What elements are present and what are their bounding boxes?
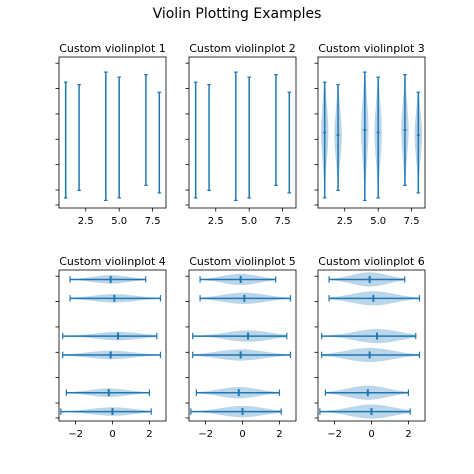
x-tick-label: 0 (368, 429, 374, 440)
axes-frame (58, 269, 167, 422)
x-tick-label: 2.5 (337, 216, 353, 227)
subplot-1: 2.5 5.0 7.5 Custom violinplot 1 (55, 42, 167, 227)
subplot-4: −2 0 2 Custom violinplot 4 (55, 255, 167, 440)
subplot-3: 2.5 5.0 7.5 Custom violinplot 3 (314, 42, 426, 227)
x-tick-label: −2 (68, 429, 83, 440)
subplot-title: Custom violinplot 2 (189, 42, 296, 55)
x-tick-label: 5.0 (241, 216, 257, 227)
x-tick-label: 2 (405, 429, 411, 440)
subplot-title: Custom violinplot 1 (59, 42, 166, 55)
axes-frame (188, 269, 297, 422)
axes-frame (188, 56, 297, 209)
axes-frame (58, 56, 167, 209)
x-tick-label: −2 (327, 429, 342, 440)
x-tick-label: 2.5 (78, 216, 94, 227)
subplot-2: 2.5 5.0 7.5 Custom violinplot 2 (185, 42, 297, 227)
x-tick-label: 5.0 (111, 216, 127, 227)
x-tick-label: 7.5 (404, 216, 420, 227)
figure-title: Violin Plotting Examples (152, 6, 322, 22)
subplot-title: Custom violinplot 3 (318, 42, 425, 55)
x-tick-label: 2 (146, 429, 152, 440)
x-tick-label: 7.5 (145, 216, 161, 227)
subplot-title: Custom violinplot 4 (59, 255, 166, 268)
x-tick-label: 5.0 (370, 216, 386, 227)
x-tick-label: 2 (276, 429, 282, 440)
x-tick-label: 7.5 (275, 216, 291, 227)
x-tick-label: 0 (109, 429, 115, 440)
subplot-title: Custom violinplot 5 (189, 255, 296, 268)
x-tick-label: −2 (198, 429, 213, 440)
subplot-title: Custom violinplot 6 (318, 255, 425, 268)
axes-frame (317, 56, 426, 209)
subplot-5: −2 0 2 Custom violinplot 5 (185, 255, 297, 440)
x-tick-label: 2.5 (208, 216, 224, 227)
subplot-6: −2 0 2 Custom violinplot 6 (314, 255, 426, 440)
x-tick-label: 0 (239, 429, 245, 440)
